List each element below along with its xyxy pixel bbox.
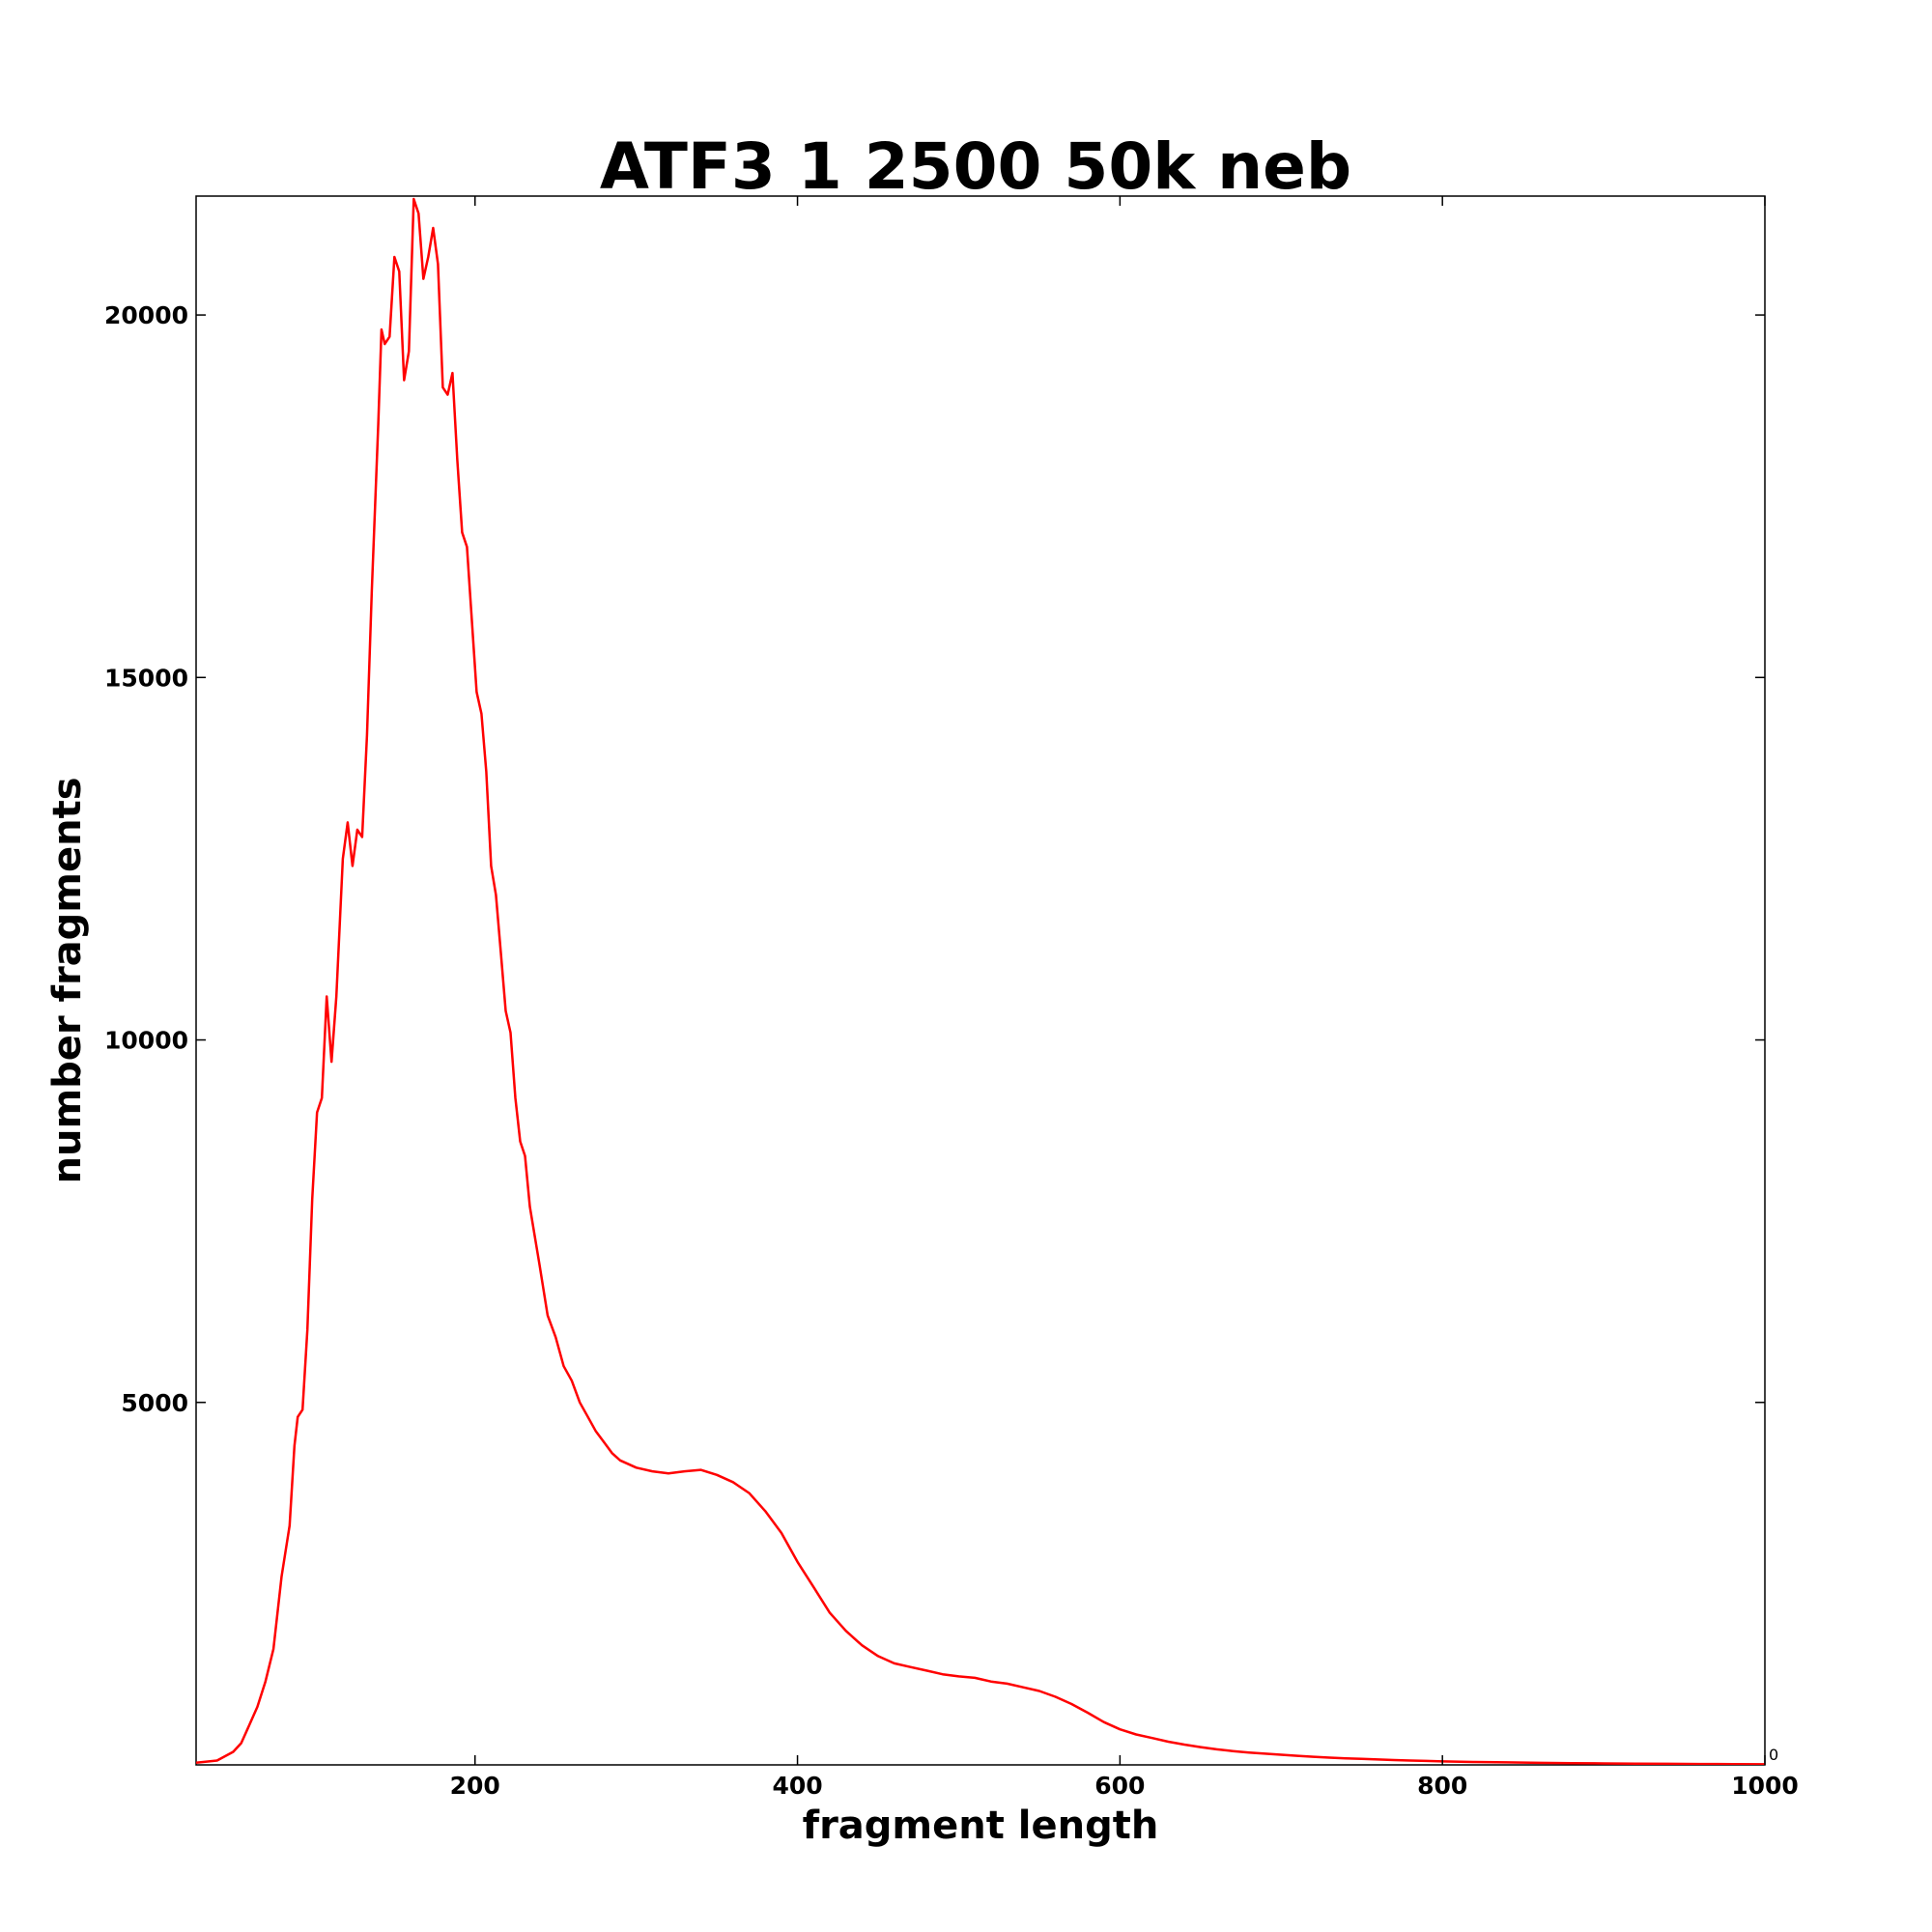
chart-title: ATF3 1 2500 50k neb [600, 129, 1351, 204]
y-axis-ticks: 5000 10000 15000 20000 [104, 301, 1765, 1417]
y-tick-label: 20000 [104, 301, 188, 329]
y-tick-label: 15000 [104, 664, 188, 692]
y-tick-label: 5000 [121, 1389, 188, 1417]
y-corner-label: 0 [1769, 1746, 1778, 1764]
y-tick-label: 10000 [104, 1027, 188, 1055]
x-tick-label: 200 [450, 1772, 500, 1800]
x-tick-label: 1000 [1731, 1772, 1799, 1800]
x-tick-label: 800 [1417, 1772, 1467, 1800]
x-axis-label: fragment length [803, 1804, 1159, 1848]
x-tick-label: 600 [1094, 1772, 1145, 1800]
y-axis-label: number fragments [45, 777, 90, 1183]
x-tick-label: 400 [772, 1772, 822, 1800]
plot-frame [195, 195, 1766, 1766]
series-line [196, 197, 1765, 1765]
x-axis-ticks: 200 400 600 800 1000 [450, 196, 1799, 1800]
